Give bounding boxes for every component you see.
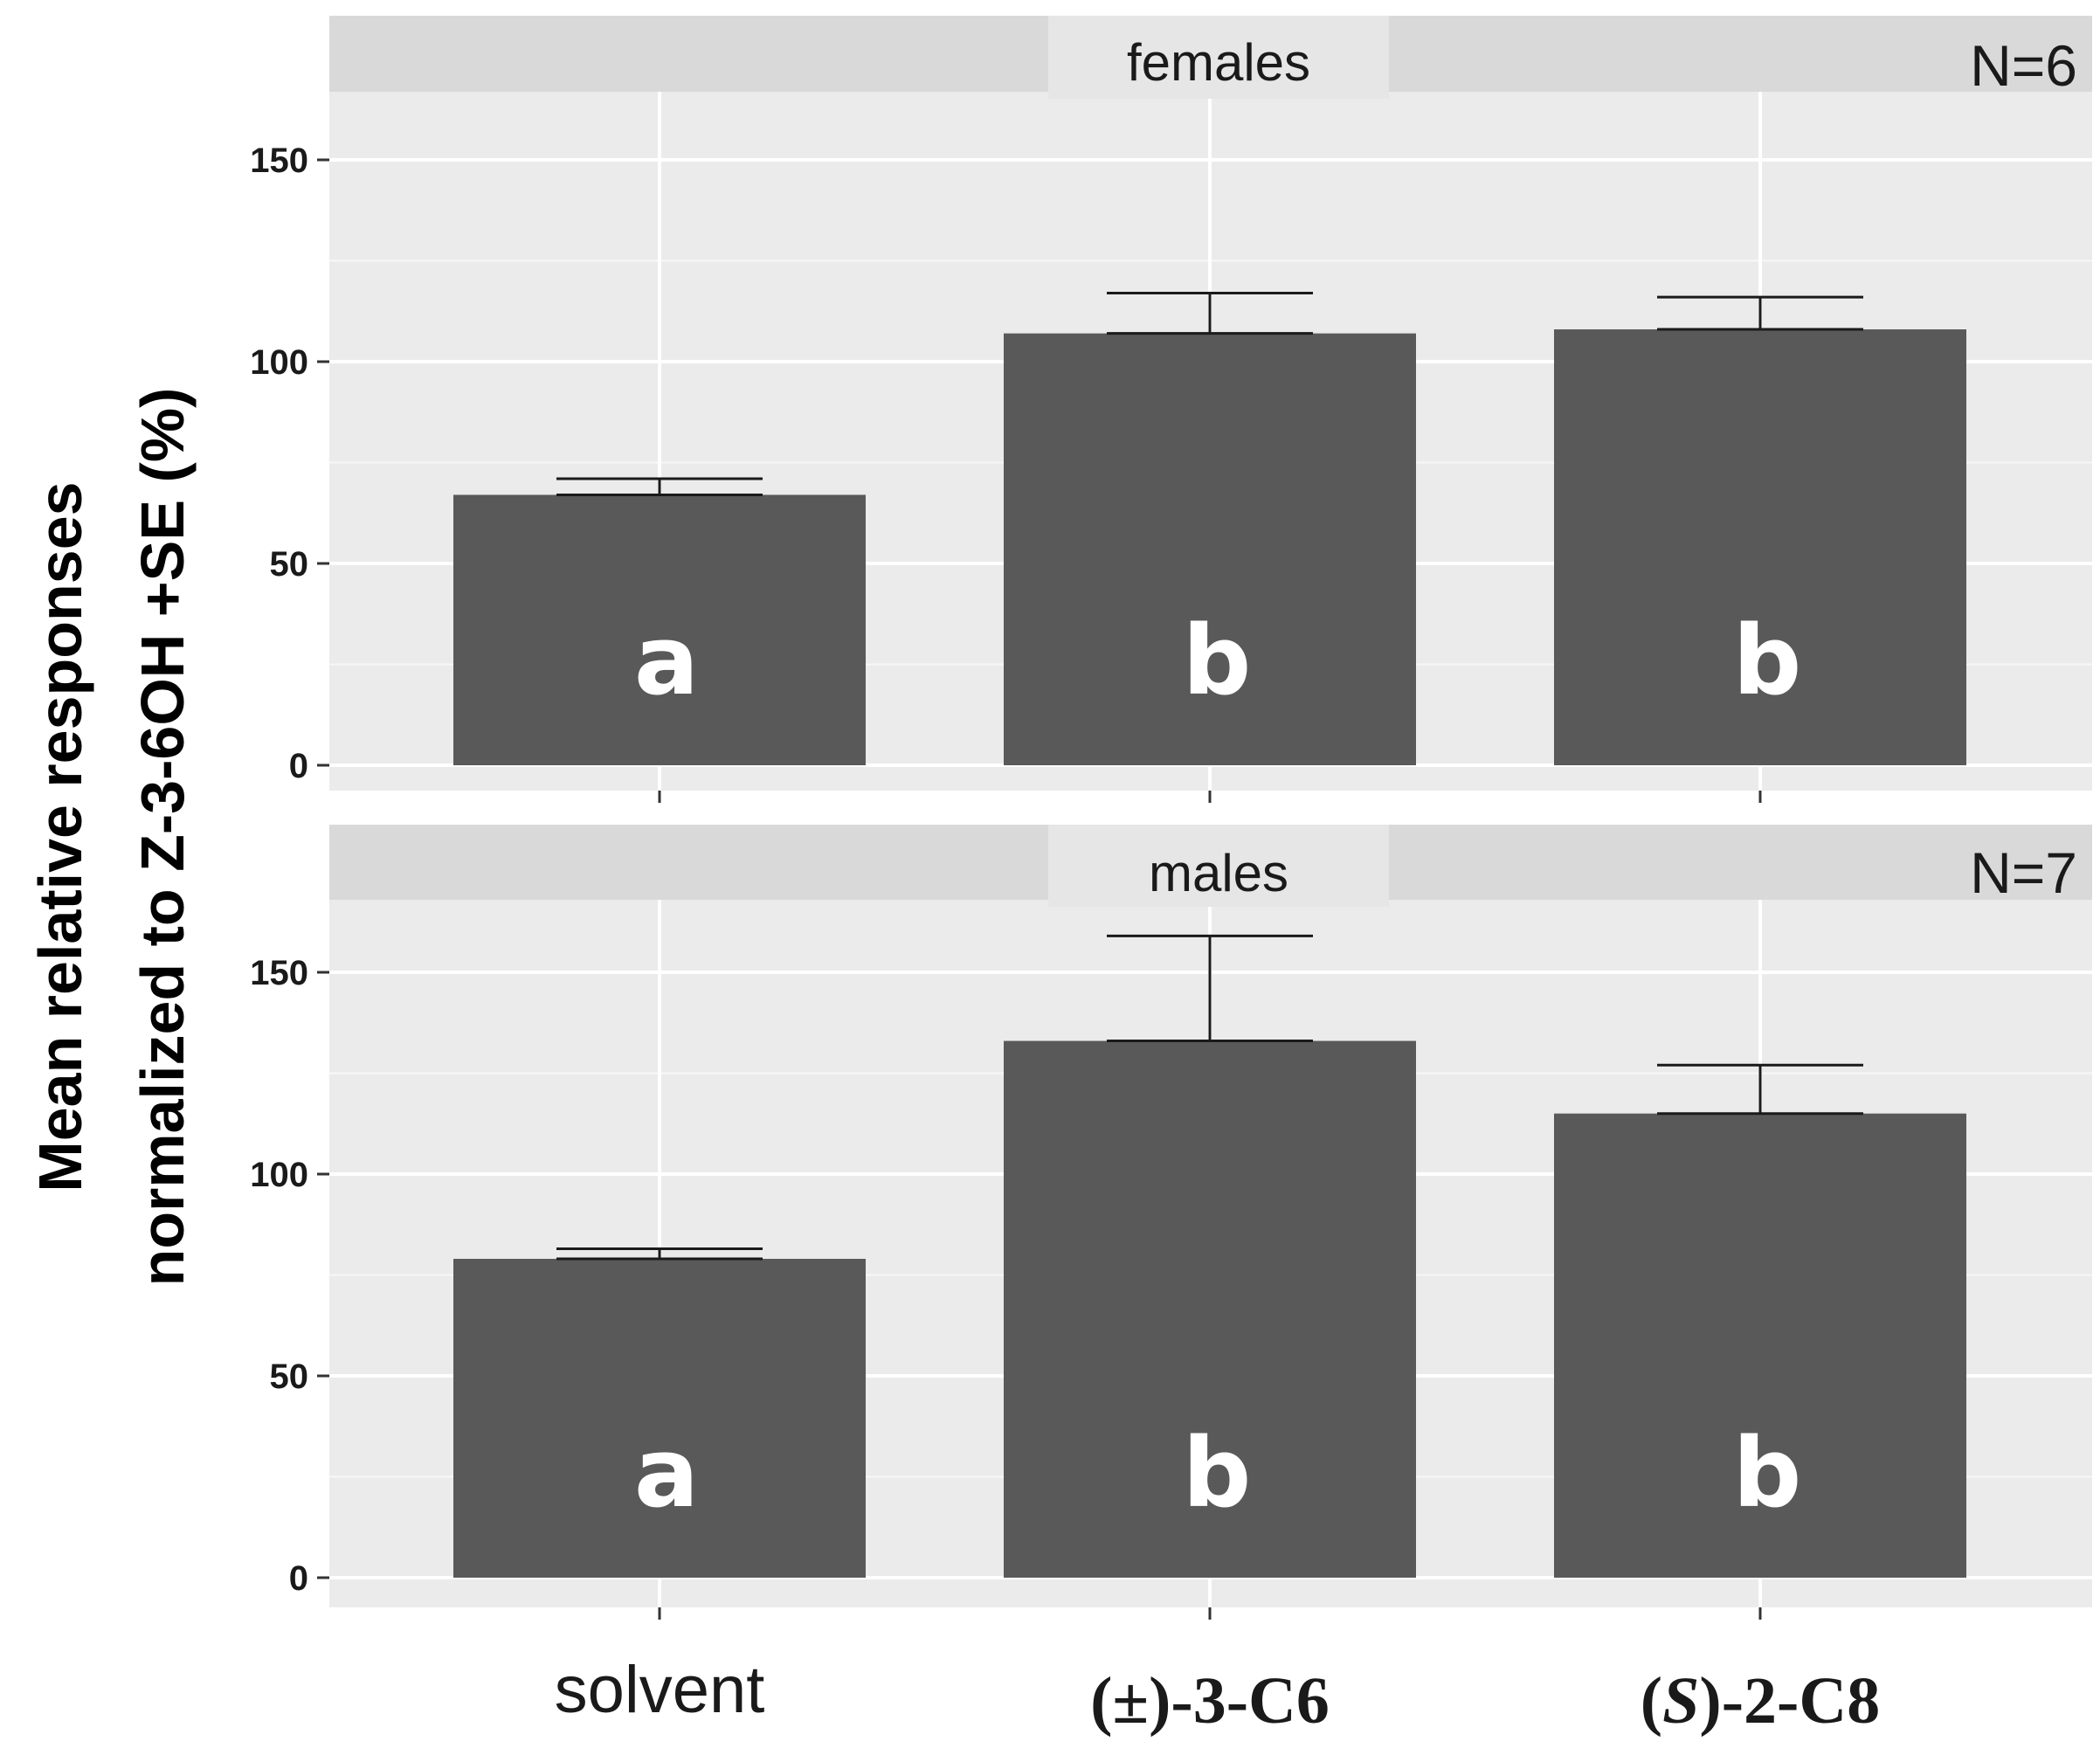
panel-males: males N=7 0 50 100 150 a b b xyxy=(250,825,2092,1620)
facet-strip-label-box xyxy=(1048,16,1389,99)
x-label-c8-italic: S xyxy=(1662,1664,1699,1738)
facet-strip-label: males xyxy=(1149,844,1288,902)
bar-females-1 xyxy=(1004,333,1416,765)
y-tick-label: 150 xyxy=(250,142,308,180)
y-tick-label: 100 xyxy=(250,1156,308,1194)
y-axis-label-line2: normalized to Z-3-6OH +SE (%) xyxy=(128,388,197,1287)
significance-letter: b xyxy=(1183,1417,1252,1529)
x-label-c6: (±)-3-C6 xyxy=(1090,1664,1330,1738)
significance-letter: a xyxy=(634,1417,699,1529)
y-tick-label: 50 xyxy=(270,1358,309,1396)
panel-females: females N=6 0 50 100 150 a b b xyxy=(250,16,2092,803)
y-tick-label: 0 xyxy=(289,747,308,785)
y-tick-label: 50 xyxy=(270,545,309,584)
bar-females-2 xyxy=(1554,329,1966,765)
y-tick-label: 0 xyxy=(289,1559,308,1598)
bar-males-2 xyxy=(1554,1113,1966,1578)
facet-panels: females N=6 0 50 100 150 a b b males N=7 0 50 100 150 a… xyxy=(250,16,2092,1620)
x-label-c8-prefix: ( xyxy=(1641,1664,1662,1738)
y-axis-label-line1: Mean relative responses xyxy=(26,481,94,1192)
facet-strip-label: females xyxy=(1127,33,1310,92)
significance-letter: b xyxy=(1733,1417,1802,1529)
y-tick-label: 150 xyxy=(250,954,308,992)
x-label-c8-suffix: )-2-C8 xyxy=(1699,1664,1880,1738)
significance-letter: b xyxy=(1733,605,1802,716)
sample-size-label: N=6 xyxy=(1970,33,2077,98)
significance-letter: a xyxy=(634,605,699,716)
bar-males-1 xyxy=(1004,1040,1416,1578)
bar-females-0 xyxy=(453,494,866,765)
bar-males-0 xyxy=(453,1259,866,1578)
x-label-c8: (S)-2-C8 xyxy=(1641,1664,1880,1738)
facet-strip-label-box xyxy=(1048,825,1389,907)
y-axis-title: Mean relative responses normalized to Z-… xyxy=(26,388,197,1287)
x-label-solvent: solvent xyxy=(555,1653,765,1727)
sample-size-label: N=7 xyxy=(1970,840,2077,905)
significance-letter: b xyxy=(1183,605,1252,716)
x-axis-labels: solvent (±)-3-C6 (S)-2-C8 xyxy=(555,1653,1881,1738)
y-tick-label: 100 xyxy=(250,343,308,382)
